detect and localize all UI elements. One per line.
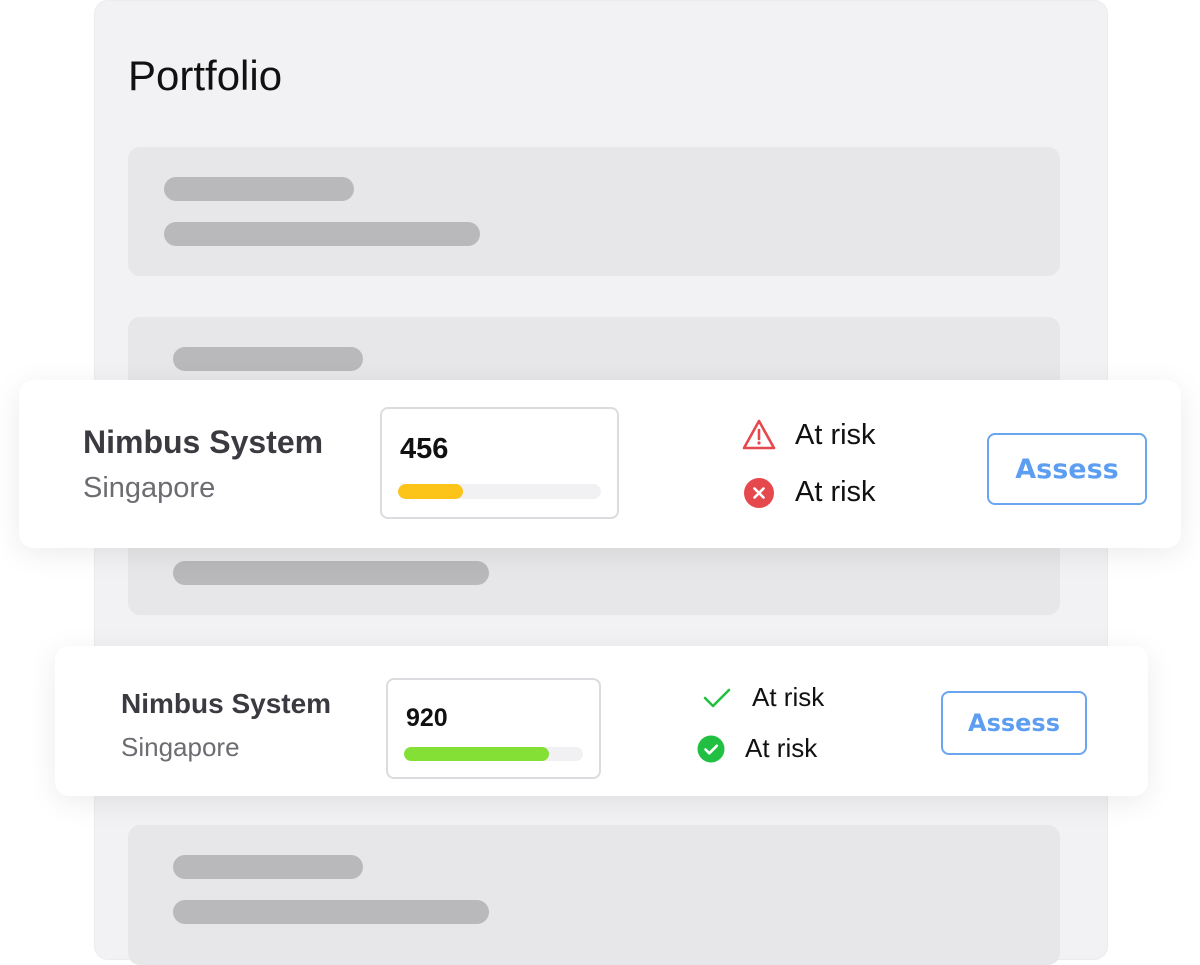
skeleton-line (173, 561, 489, 585)
status-row: At risk (743, 476, 876, 509)
status-label: At risk (795, 476, 876, 508)
check-circle-icon (697, 735, 725, 762)
status-label: At risk (795, 418, 876, 451)
error-circle-icon (744, 477, 774, 508)
assess-button[interactable]: Assess (987, 433, 1147, 505)
check-icon (703, 688, 731, 707)
system-location: Singapore (83, 472, 216, 504)
score-value: 456 (400, 433, 449, 465)
assess-button[interactable]: Assess (941, 691, 1087, 755)
score-value: 920 (406, 704, 448, 732)
score-box: 456 (380, 407, 619, 519)
system-name: Nimbus System (83, 424, 324, 460)
score-progress-fill (404, 747, 549, 761)
system-location: Singapore (121, 732, 240, 762)
status-label: At risk (752, 682, 825, 712)
status-row: At risk (741, 418, 876, 452)
score-progress (398, 484, 601, 499)
skeleton-line (173, 900, 489, 924)
skeleton-line (173, 347, 363, 371)
skeleton-card (128, 825, 1060, 965)
status-row: At risk (702, 682, 824, 713)
warning-triangle-icon (742, 419, 776, 450)
skeleton-line (164, 177, 354, 201)
system-card: Nimbus System Singapore 456 At risk At r… (19, 380, 1181, 548)
status-label: At risk (745, 733, 818, 763)
system-card: Nimbus System Singapore 920 At risk At r… (55, 646, 1148, 796)
skeleton-card (128, 147, 1060, 276)
skeleton-line (164, 222, 480, 246)
page-title: Portfolio (128, 52, 283, 99)
score-box: 920 (386, 678, 601, 779)
skeleton-line (173, 855, 363, 879)
status-row: At risk (697, 733, 817, 764)
system-name: Nimbus System (121, 688, 332, 719)
score-progress (404, 747, 583, 761)
score-progress-fill (398, 484, 463, 499)
